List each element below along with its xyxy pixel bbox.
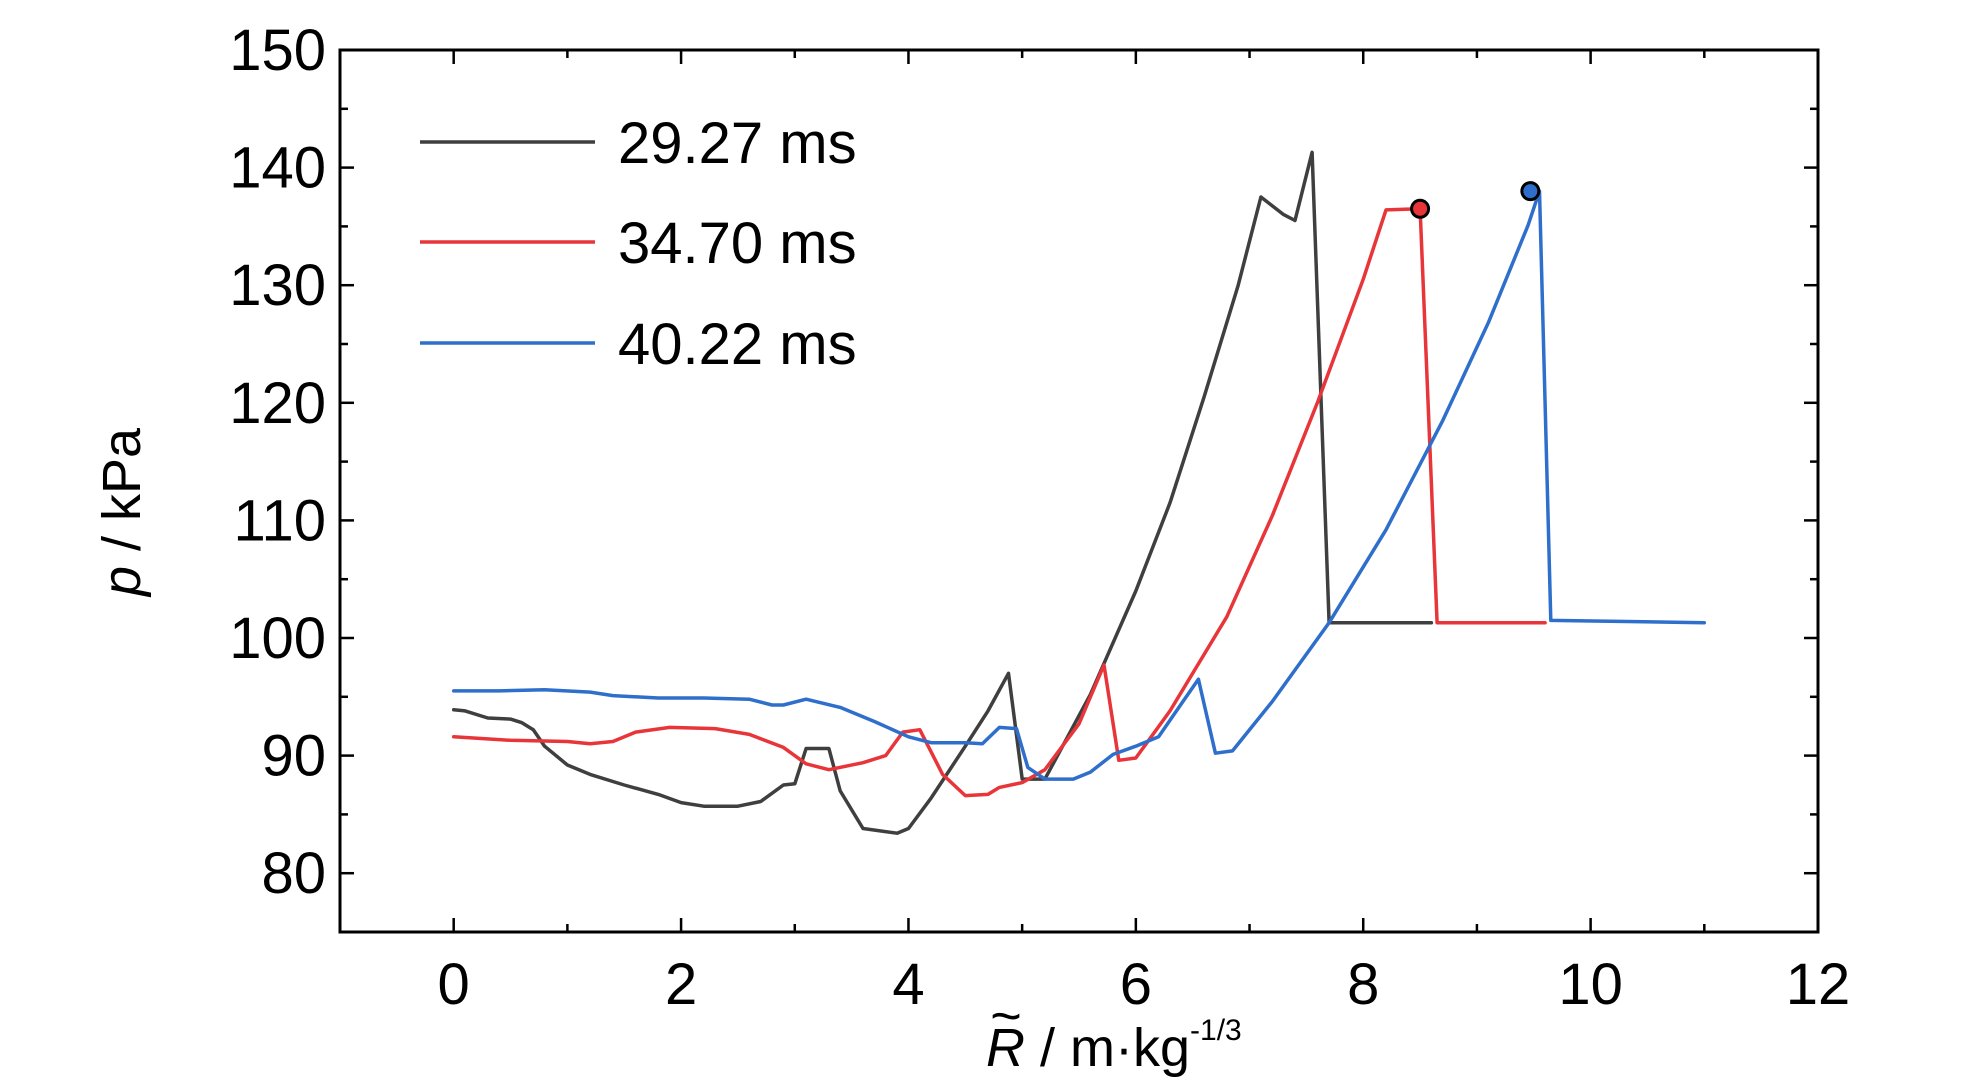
x-tick-label: 2 xyxy=(665,952,697,1017)
x-axis-unit: / m·kg xyxy=(1025,1018,1190,1078)
y-tick-label: 100 xyxy=(229,606,326,671)
x-tick-label: 10 xyxy=(1558,952,1623,1017)
x-axis-label-text: R / m·kg-1/3 xyxy=(986,1014,1242,1078)
x-axis-exponent: -1/3 xyxy=(1190,1014,1242,1047)
legend: 29.27 ms 34.70 ms 40.22 ms xyxy=(420,111,857,377)
marker-layer xyxy=(1410,181,1541,219)
x-tick-label: 12 xyxy=(1786,952,1851,1017)
series-line-3 xyxy=(451,189,1707,781)
legend-label-2: 34.70 ms xyxy=(618,211,857,276)
y-tick-label: 90 xyxy=(261,724,326,789)
y-axis-symbol: p xyxy=(92,566,152,598)
x-tick-label: 0 xyxy=(438,952,470,1017)
plot-frame xyxy=(338,48,1820,934)
y-tick-label: 140 xyxy=(229,136,326,201)
x-tick-label: 6 xyxy=(1120,952,1152,1017)
plot-border xyxy=(338,48,1820,934)
y-tick-label: 80 xyxy=(261,841,326,906)
y-tick-label: 110 xyxy=(234,488,326,553)
y-axis-unit: / kPa xyxy=(92,427,152,566)
peak-marker-2 xyxy=(1520,181,1541,202)
legend-label-1: 29.27 ms xyxy=(618,111,857,176)
series-layer xyxy=(451,150,1707,835)
x-axis-symbol: R xyxy=(986,1018,1025,1078)
y-axis-label: p / kPa xyxy=(92,427,152,598)
series-line-1 xyxy=(451,150,1434,835)
x-axis-tilde: ~ xyxy=(990,986,1022,1046)
x-axis: 0 2 4 6 8 10 12 xyxy=(338,50,1851,1017)
y-tick-label: 120 xyxy=(229,371,326,436)
x-axis-label: ~ R / m·kg-1/3 xyxy=(986,986,1242,1078)
legend-label-3: 40.22 ms xyxy=(618,312,857,377)
series-line-2 xyxy=(451,207,1547,798)
peak-marker-1 xyxy=(1410,198,1431,219)
y-tick-label: 130 xyxy=(229,253,326,318)
y-tick-label: 150 xyxy=(229,18,326,83)
x-tick-label: 8 xyxy=(1347,952,1379,1017)
y-axis: 80 90 100 110 120 130 140 150 xyxy=(229,18,1818,934)
x-tick-label: 4 xyxy=(892,952,924,1017)
